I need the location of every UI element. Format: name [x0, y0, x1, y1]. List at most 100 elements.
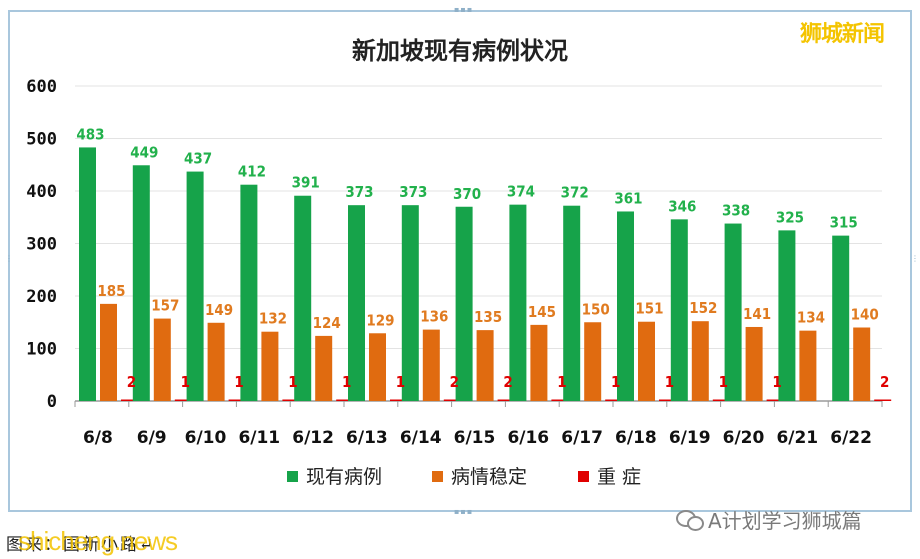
data-label: 483	[76, 125, 104, 143]
caption: 图来：国新小路↵	[6, 535, 156, 555]
bar-stable	[100, 303, 117, 401]
bar-current	[617, 211, 634, 401]
data-label: 141	[743, 305, 771, 323]
data-label: 129	[366, 311, 394, 329]
data-label: 145	[528, 303, 556, 321]
data-label: 151	[635, 300, 663, 318]
data-label: 2	[880, 373, 889, 391]
bar-critical	[874, 399, 892, 401]
data-label: 1	[181, 373, 190, 391]
data-label: 315	[830, 214, 858, 232]
x-tick-label: 6/22	[830, 428, 872, 448]
x-tick-label: 6/10	[185, 428, 227, 448]
y-tick-label: 200	[26, 287, 57, 307]
data-label: 391	[292, 174, 320, 192]
bar-critical	[551, 399, 569, 401]
legend-label: 重 症	[597, 466, 641, 488]
data-label: 132	[259, 310, 287, 328]
bar-stable	[799, 330, 817, 401]
bar-current	[832, 235, 850, 401]
bar-current	[670, 219, 688, 401]
bar-current	[294, 195, 312, 401]
data-label: 1	[557, 373, 566, 391]
x-tick-label: 6/14	[400, 428, 442, 448]
data-label: 185	[97, 282, 125, 300]
bar-current	[724, 223, 742, 401]
wechat-tag: A计划学习狮城篇	[676, 503, 862, 535]
data-label: 134	[797, 309, 825, 327]
data-label: 374	[507, 183, 535, 201]
data-label: 1	[665, 373, 674, 391]
y-tick-label: 600	[26, 77, 57, 97]
x-tick-label: 6/13	[346, 428, 388, 448]
y-tick-label: 300	[26, 235, 57, 255]
data-label: 135	[474, 308, 502, 326]
data-label: 372	[561, 184, 589, 202]
bar-stable	[584, 322, 602, 401]
bar-stable	[153, 318, 171, 401]
x-tick-label: 6/17	[561, 428, 603, 448]
data-label: 325	[776, 208, 804, 226]
bar-current	[240, 184, 258, 401]
legend-label: 现有病例	[306, 466, 382, 488]
bar-critical	[605, 399, 623, 401]
data-label: 346	[668, 197, 696, 215]
wechat-icon	[676, 508, 704, 531]
data-label: 149	[205, 301, 233, 319]
bar-critical	[766, 399, 784, 401]
y-tick-label: 0	[47, 392, 57, 412]
bar-stable	[745, 326, 763, 401]
data-label: 1	[611, 373, 620, 391]
bar-stable	[530, 324, 548, 401]
data-label: 152	[689, 299, 717, 317]
y-tick-label: 500	[26, 130, 57, 150]
data-label: 2	[450, 373, 459, 391]
bar-critical	[497, 399, 515, 401]
y-tick-label: 400	[26, 182, 57, 202]
x-tick-label: 6/9	[137, 428, 167, 448]
legend-swatch	[287, 471, 298, 482]
x-tick-label: 6/21	[776, 428, 818, 448]
bar-critical	[174, 399, 192, 401]
bar-stable	[207, 322, 225, 401]
bar-stable	[315, 335, 333, 401]
bar-stable	[476, 330, 494, 401]
x-tick-label: 6/19	[669, 428, 711, 448]
bar-critical	[390, 399, 407, 401]
data-label: 1	[288, 373, 297, 391]
watermark-top: 狮城新闻	[800, 22, 885, 47]
x-tick-label: 6/15	[454, 428, 496, 448]
wechat-tag-label: A计划学习狮城篇	[708, 508, 862, 533]
x-tick-label: 6/11	[238, 428, 280, 448]
data-label: 370	[453, 185, 481, 203]
bar-current	[401, 205, 419, 401]
bar-current	[132, 165, 150, 401]
bar-critical	[659, 399, 676, 401]
data-label: 124	[313, 314, 341, 332]
x-tick-label: 6/20	[723, 428, 765, 448]
bar-current	[79, 147, 96, 401]
legend-swatch	[432, 471, 443, 482]
data-label: 373	[399, 183, 427, 201]
legend-swatch	[578, 471, 589, 482]
data-label: 2	[503, 373, 512, 391]
y-tick-label: 100	[26, 340, 57, 360]
bar-stable	[853, 327, 871, 401]
data-label: 361	[614, 189, 642, 207]
bar-critical	[443, 399, 461, 401]
bar-current	[186, 171, 204, 401]
chart-title: 新加坡现有病例状况	[352, 37, 568, 65]
x-tick-label: 6/16	[507, 428, 549, 448]
data-label: 338	[722, 202, 750, 220]
bar-critical	[336, 399, 354, 401]
watermark-bottom: shicheng.news	[18, 526, 178, 556]
bar-stable	[422, 329, 440, 401]
bar-stable	[638, 321, 655, 401]
data-label: 2	[127, 373, 136, 391]
data-label: 1	[719, 373, 728, 391]
bar-current	[778, 230, 796, 401]
x-tick-label: 6/8	[83, 428, 113, 448]
data-label: 136	[420, 308, 448, 326]
x-tick-label: 6/12	[292, 428, 334, 448]
